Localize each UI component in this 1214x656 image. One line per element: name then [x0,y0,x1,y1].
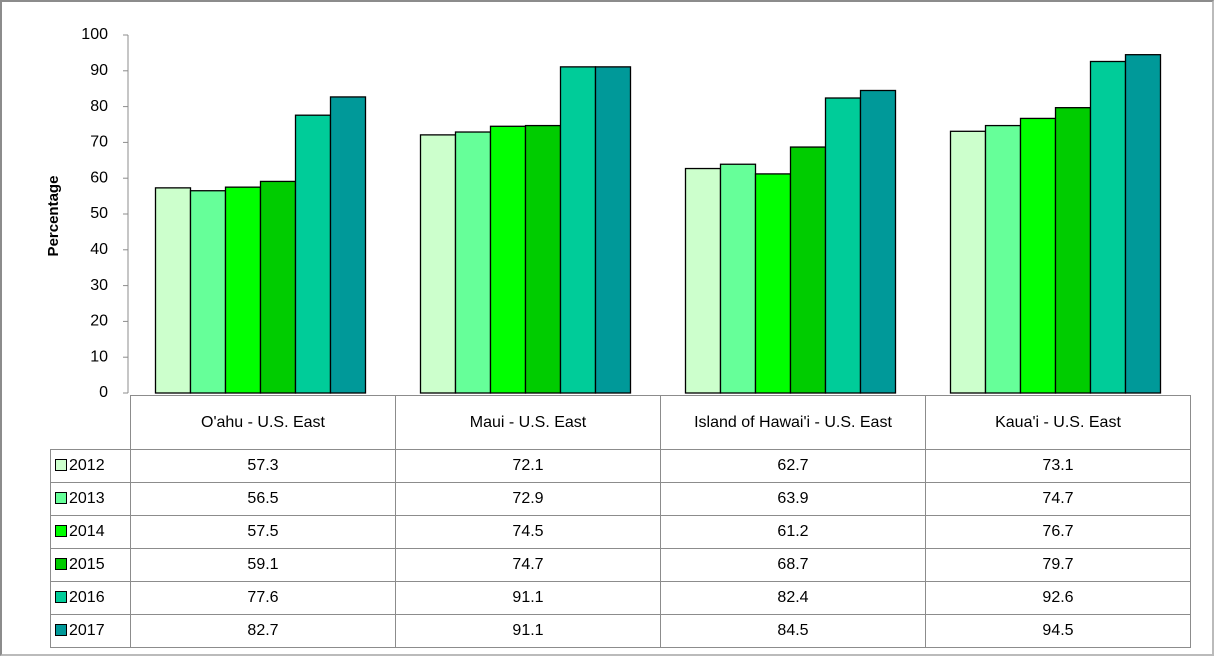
y-tick-label: 60 [90,169,108,186]
y-tick-label: 90 [90,62,108,79]
data-row: 2012 57.3 72.1 62.7 73.1 [50,449,1191,483]
bar [754,173,792,394]
bar [594,66,632,394]
y-tick-label: 10 [90,348,108,365]
value-cell: 74.5 [395,515,661,549]
legend-swatch [55,624,67,636]
legend-entry: 2012 [50,449,131,483]
value-cell: 56.5 [130,482,396,516]
bar [154,187,192,394]
blank-cell [50,395,131,450]
data-row: 2014 57.5 74.5 61.2 76.7 [50,515,1191,549]
legend-label: 2013 [69,490,105,507]
legend-entry: 2015 [50,548,131,582]
bar [454,131,492,394]
value-cell: 62.7 [660,449,926,483]
legend-swatch [55,558,67,570]
value-cell: 72.9 [395,482,661,516]
bar [259,180,297,394]
bar [1019,117,1057,394]
y-axis-label: Percentage [45,176,62,257]
bar [824,97,862,394]
value-cell: 68.7 [660,548,926,582]
y-tick-label: 0 [99,384,108,401]
legend-swatch [55,492,67,504]
value-cell: 63.9 [660,482,926,516]
value-cell: 74.7 [925,482,1191,516]
bar [224,186,262,394]
value-cell: 91.1 [395,614,661,648]
y-tick-label: 80 [90,98,108,115]
y-tick-label: 50 [90,205,108,222]
y-tick-label: 40 [90,241,108,258]
y-tick-label: 30 [90,277,108,294]
bar [1124,54,1162,394]
legend-label: 2017 [69,622,105,639]
legend-swatch [55,591,67,603]
data-row: 2016 77.6 91.1 82.4 92.6 [50,581,1191,615]
bar [189,190,227,394]
legend-swatch [55,459,67,471]
value-cell: 77.6 [130,581,396,615]
category-label: Island of Hawai'i - U.S. East [660,395,926,450]
y-tick-label: 70 [90,134,108,151]
value-cell: 94.5 [925,614,1191,648]
value-cell: 57.3 [130,449,396,483]
legend-entry: 2014 [50,515,131,549]
header-row: O'ahu - U.S. East Maui - U.S. East Island … [50,395,1191,450]
bar [789,146,827,394]
legend-entry: 2017 [50,614,131,648]
bar [294,114,332,394]
bar [984,124,1022,394]
value-cell: 82.4 [660,581,926,615]
value-cell: 74.7 [395,548,661,582]
legend-label: 2014 [69,523,105,540]
data-table: O'ahu - U.S. East Maui - U.S. East Island … [50,395,1191,648]
value-cell: 61.2 [660,515,926,549]
category-label: Kaua'i - U.S. East [925,395,1191,450]
value-cell: 82.7 [130,614,396,648]
value-cell: 79.7 [925,548,1191,582]
legend-label: 2012 [69,457,105,474]
category-label: O'ahu - U.S. East [130,395,396,450]
value-cell: 76.7 [925,515,1191,549]
category-label: Maui - U.S. East [395,395,661,450]
bar [684,167,722,394]
bar [419,134,457,394]
bar [489,125,527,394]
bar [524,124,562,394]
bar [949,130,987,394]
y-tick-label: 20 [90,313,108,330]
value-cell: 92.6 [925,581,1191,615]
value-cell: 84.5 [660,614,926,648]
bar [1089,60,1127,394]
value-cell: 91.1 [395,581,661,615]
value-cell: 59.1 [130,548,396,582]
value-cell: 72.1 [395,449,661,483]
bar [559,66,597,394]
value-cell: 57.5 [130,515,396,549]
legend-entry: 2016 [50,581,131,615]
data-row: 2017 82.7 91.1 84.5 94.5 [50,614,1191,648]
data-row: 2015 59.1 74.7 68.7 79.7 [50,548,1191,582]
legend-label: 2015 [69,556,105,573]
legend-swatch [55,525,67,537]
bar [719,163,757,394]
legend-entry: 2013 [50,482,131,516]
value-cell: 73.1 [925,449,1191,483]
bar [329,96,367,394]
y-tick-label: 100 [81,26,108,43]
bar [1054,107,1092,394]
bar [859,89,897,394]
legend-label: 2016 [69,589,105,606]
data-row: 2013 56.5 72.9 63.9 74.7 [50,482,1191,516]
